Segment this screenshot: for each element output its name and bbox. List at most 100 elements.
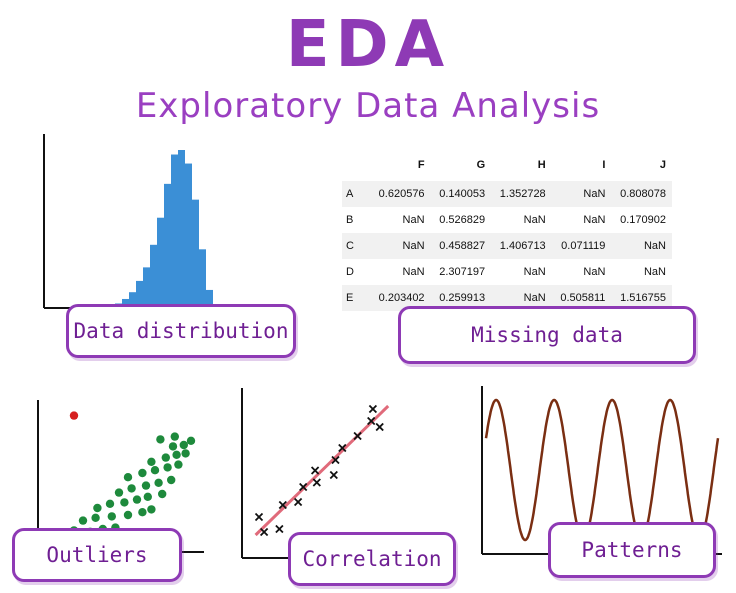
histogram-bar (199, 249, 206, 308)
histogram-bar (185, 163, 192, 308)
table-row-index: B (346, 214, 354, 226)
cross-point (367, 416, 376, 426)
scatter-point (93, 503, 102, 513)
cross-point (299, 482, 308, 492)
cross-point (254, 512, 264, 522)
table-cell: 0.808078 (611, 181, 672, 207)
scatter-point (91, 513, 100, 522)
table-row-index: D (346, 266, 354, 278)
scatter-point (120, 498, 129, 507)
cross-point (310, 466, 320, 475)
cross-point (338, 443, 347, 453)
table-column-header: G (476, 159, 486, 171)
trend-line (254, 404, 390, 537)
table-cell: NaN (583, 266, 606, 278)
scatter-point (181, 449, 190, 458)
outlier-point (69, 411, 79, 420)
table-row-index: A (342, 181, 370, 207)
histogram-bar (206, 289, 213, 308)
table-cell: NaN (523, 214, 546, 226)
histogram-bar (136, 280, 143, 308)
scatter-point (161, 453, 170, 462)
table-row: B NaN 0.526829 NaN NaN 0.170902 (342, 207, 672, 233)
scatter-point (123, 510, 133, 520)
scatter-point (114, 488, 124, 497)
correlation-label: Correlation (288, 532, 456, 586)
table-row: C NaN 0.458827 1.406713 0.071119 NaN (342, 233, 672, 259)
table-cell: NaN (402, 266, 425, 278)
scatter-point (179, 440, 188, 450)
cross-point (331, 455, 340, 465)
histogram-bar (192, 199, 199, 308)
cross-point (329, 470, 338, 480)
table-cell: 0.170902 (620, 214, 666, 226)
scatter-point (143, 492, 152, 501)
outliers-label: Outliers (12, 528, 182, 582)
histogram-chart (43, 134, 234, 309)
scatter-point (127, 484, 136, 493)
scatter-point (158, 489, 167, 499)
table-column-header: J (659, 159, 666, 171)
table-row-index: E (342, 285, 370, 311)
wave-line (484, 398, 720, 542)
table-cell: 2.307197 (439, 266, 486, 278)
table-cell: 1.352728 (491, 181, 552, 207)
scatter-point (154, 478, 163, 487)
scatter-point (150, 466, 160, 475)
missing-data-label: Missing data (398, 306, 696, 364)
scatter-point (147, 457, 156, 466)
scatter-point (147, 505, 156, 514)
table-cell: NaN (583, 214, 606, 226)
histogram-bar (150, 244, 157, 308)
table-cell: NaN (402, 214, 425, 226)
patterns-label: Patterns (548, 522, 716, 578)
cross-point (259, 527, 269, 537)
table-row: A 0.620576 0.140053 1.352728 NaN 0.808078 (342, 181, 672, 207)
data-distribution-label: Data distribution (66, 304, 296, 358)
table-cell: 0.458827 (430, 233, 492, 259)
histogram-bar (122, 298, 129, 308)
scatter-point (168, 442, 178, 451)
histogram-bar (171, 154, 178, 308)
page-subtitle: Exploratory Data Analysis (135, 86, 601, 126)
scatter-point (123, 473, 133, 482)
cross-point (312, 478, 321, 487)
cross-point (353, 431, 362, 441)
cross-point (375, 422, 384, 432)
scatter-point (105, 499, 115, 508)
scatter-point (156, 435, 165, 444)
scatter-point (172, 450, 181, 459)
scatter-point (138, 468, 147, 478)
histogram-bar (143, 267, 150, 308)
table-cell: NaN (643, 266, 666, 278)
table-row-index: C (342, 233, 370, 259)
histogram-bar (129, 292, 136, 308)
page-title: EDA (285, 8, 451, 82)
table-cell: 1.406713 (491, 233, 552, 259)
cross-point (368, 404, 378, 414)
table-cell: NaN (370, 233, 431, 259)
cross-point (293, 497, 303, 507)
table-cell: 0.071119 (551, 233, 612, 259)
table-cell: 0.140053 (430, 181, 492, 207)
table-row: D NaN 2.307197 NaN NaN NaN (342, 259, 672, 285)
table-column-header: H (537, 159, 546, 171)
table-column-header: F (417, 159, 425, 171)
scatter-point (174, 460, 183, 469)
cross-point (278, 500, 287, 510)
histogram-bar (157, 217, 164, 308)
scatter-point (170, 432, 179, 441)
scatter-point (107, 512, 117, 521)
scatter-point (78, 516, 88, 525)
table-cell: NaN (551, 181, 612, 207)
table-cell: 0.620576 (370, 181, 431, 207)
scatter-point (186, 436, 196, 445)
scatter-point (138, 508, 147, 517)
histogram-bar (164, 183, 171, 308)
table-cell: NaN (523, 266, 546, 278)
scatter-point (163, 463, 172, 472)
table-column-header: I (602, 159, 606, 171)
scatter-point (167, 475, 176, 485)
histogram-bar (178, 150, 185, 308)
